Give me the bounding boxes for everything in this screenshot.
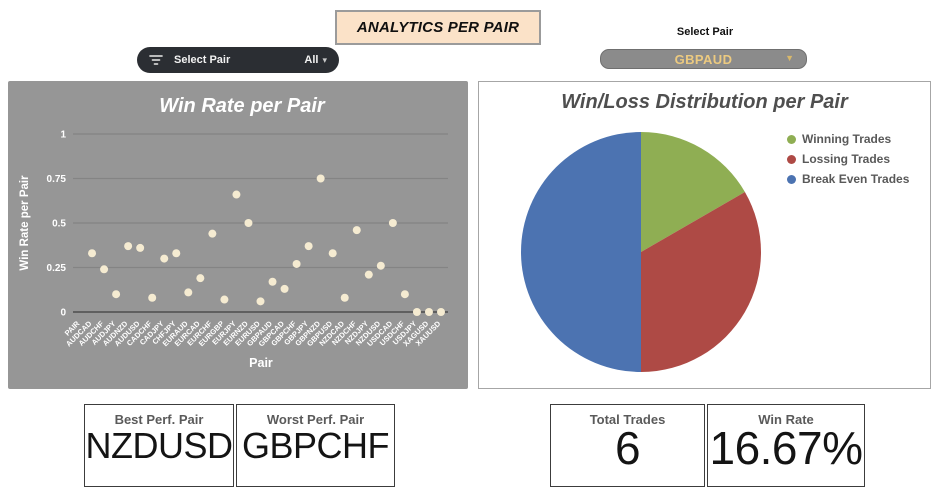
legend-item-lossing: Lossing Trades [787,152,909,166]
best-pair-card: Best Perf. Pair NZDUSD [84,404,234,487]
win-loss-pie-chart [521,132,761,372]
total-trades-value: 6 [614,422,641,474]
page-title-box: ANALYTICS PER PAIR [335,10,541,45]
total-trades-card: Total Trades 6 [550,404,705,487]
legend-item-winning: Winning Trades [787,132,909,146]
break-even-trades-dot-icon [787,174,796,184]
dropdown-caret-icon: ▼ [785,53,794,63]
svg-text:0.75: 0.75 [47,174,67,185]
worst-pair-label: Worst Perf. Pair [266,412,365,427]
best-pair-label: Best Perf. Pair [114,412,204,427]
win-rate-chart-panel: 0 0.25 0.5 0.75 1 PAIR AUDCAD AUDCHF AUDJPY AUDNZ… [8,81,468,389]
chevron-down-icon: ▾ [322,54,327,65]
worst-pair-card: Worst Perf. Pair GBPCHF [236,404,395,487]
filter-icon [149,55,163,65]
winning-trades-dot-icon [787,134,796,144]
svg-text:0.25: 0.25 [47,263,67,274]
best-pair-value: NZDUSD [85,425,234,466]
lossing-trades-dot-icon [787,154,796,164]
pair-select-dropdown[interactable]: GBPAUD ▼ [600,49,807,69]
win-loss-pie-panel: Win/Loss Distribution per Pair Winning T… [478,81,931,389]
pair-select-value: GBPAUD [674,51,733,67]
legend-label: Winning Trades [802,132,892,146]
filter-pill-label: Select Pair [174,54,231,66]
pair-select-label: Select Pair [676,26,734,38]
legend-item-breakeven: Break Even Trades [787,172,909,186]
pie-chart-title: Win/Loss Distribution per Pair [561,91,848,113]
page-title: ANALYTICS PER PAIR [356,19,520,36]
svg-text:0: 0 [60,308,66,319]
svg-text:0.5: 0.5 [52,219,66,230]
legend-label: Break Even Trades [802,172,910,186]
worst-pair-value: GBPCHF [241,425,390,466]
svg-text:Win Rate per Pair: Win Rate per Pair [159,95,326,117]
pie-legend: Winning Trades Lossing Trades Break Even… [787,132,909,186]
svg-text:Win Rate per Pair: Win Rate per Pair [19,175,31,271]
filter-pill-value[interactable]: All [304,54,319,66]
win-rate-label: Win Rate [758,412,814,427]
win-rate-card: Win Rate 16.67% [707,404,865,487]
legend-label: Lossing Trades [802,152,891,166]
total-trades-label: Total Trades [589,412,666,427]
win-rate-scatter-chart: 00.250.50.751PAIRAUDCADAUDCHFAUDJPYAUDNZ… [19,95,448,370]
svg-text:Pair: Pair [249,356,273,370]
svg-text:1: 1 [60,130,66,141]
pair-filter-pill[interactable]: Select Pair All ▾ [137,47,339,73]
win-rate-value: 16.67% [709,422,863,474]
